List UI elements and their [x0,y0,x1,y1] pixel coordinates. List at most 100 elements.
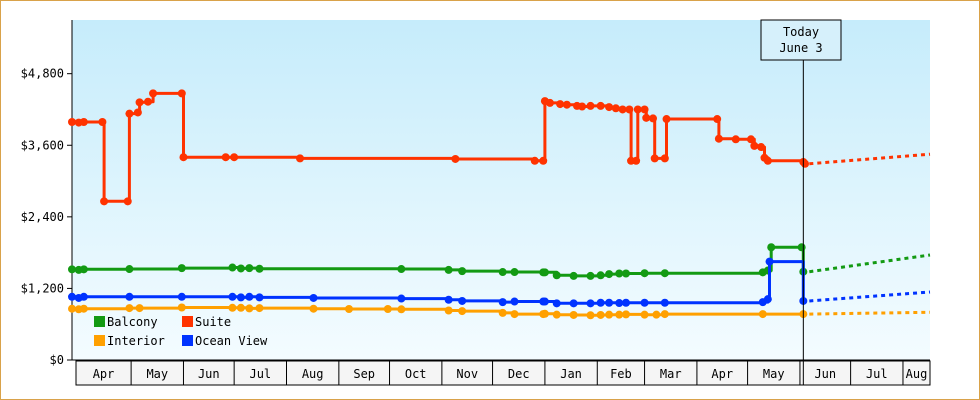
data-point [578,102,587,111]
data-point [569,310,578,319]
data-point [79,292,88,301]
data-point [552,310,561,319]
data-point [100,197,109,206]
data-point [125,109,134,118]
month-label: Nov [456,367,478,381]
data-point [713,115,722,124]
data-point [68,292,76,301]
month-label: Jun [814,367,836,381]
data-point [255,304,264,313]
data-point [255,293,264,302]
data-point [763,156,772,165]
data-point [652,310,661,319]
data-point [758,310,767,319]
data-point [545,98,554,107]
month-label: Apr [93,367,115,381]
month-band [75,360,931,386]
data-point [149,89,158,98]
data-point [765,257,774,266]
data-point [633,105,642,114]
data-point [605,103,614,112]
month-label: May [763,367,785,381]
month-label: Jun [198,367,220,381]
data-point [498,298,507,307]
data-point [230,153,239,162]
data-point [79,118,88,126]
data-point [444,265,453,274]
data-point [236,293,245,302]
data-point [596,310,605,319]
data-point [757,143,766,152]
legend-swatch [182,316,193,327]
data-point [444,306,453,315]
today-box [760,19,842,61]
data-point [596,101,605,110]
data-point [458,267,467,276]
month-label: May [146,367,168,381]
data-point [621,310,630,319]
data-point [498,268,507,277]
data-point [556,100,565,109]
data-point [569,271,578,280]
data-point [177,89,186,98]
data-point [615,310,624,319]
legend-label: Interior [107,334,165,348]
data-point [309,304,318,313]
data-point [245,304,254,313]
data-point [135,304,144,313]
month-label: Jul [249,367,271,381]
data-point [746,135,755,144]
y-tick-label: $4,800 [21,67,64,81]
data-point [763,295,772,304]
data-point [586,271,595,280]
month-label: Dec [508,367,530,381]
legend-swatch [94,316,105,327]
data-point [640,310,649,319]
legend-label: Balcony [107,315,158,329]
month-label: Sep [353,367,375,381]
data-point [177,303,186,312]
data-point [236,303,245,312]
data-point [458,296,467,305]
data-point [79,304,88,313]
data-point [632,156,641,165]
data-point [344,305,353,313]
data-point [615,299,624,308]
data-point [621,269,630,278]
y-tick-label: $0 [50,353,64,367]
data-point [79,265,88,274]
y-tick-label: $2,400 [21,210,64,224]
series-layer [68,89,931,320]
data-point [245,264,254,273]
data-point [797,243,806,252]
data-point [586,299,595,308]
data-point [640,105,649,114]
y-tick-label: $1,200 [21,281,64,295]
data-point [228,263,237,272]
data-point [714,134,723,143]
data-point [539,156,548,165]
data-point [660,269,669,278]
data-point [383,305,392,313]
data-point [68,118,76,126]
legend-swatch [94,335,105,346]
data-point [649,114,658,123]
month-label: Apr [711,367,733,381]
data-point [98,118,107,126]
data-point [660,310,669,319]
data-point [621,298,630,307]
legend-label: Suite [195,315,231,329]
data-point [125,265,134,274]
data-point [123,197,132,206]
data-point [228,303,237,312]
data-point [125,292,134,301]
month-label: Jul [866,367,888,381]
data-point [397,294,406,303]
data-point [625,105,634,114]
data-point [221,153,230,162]
data-point [660,298,669,307]
data-point [640,298,649,307]
data-point [510,268,519,277]
data-point [135,98,144,107]
